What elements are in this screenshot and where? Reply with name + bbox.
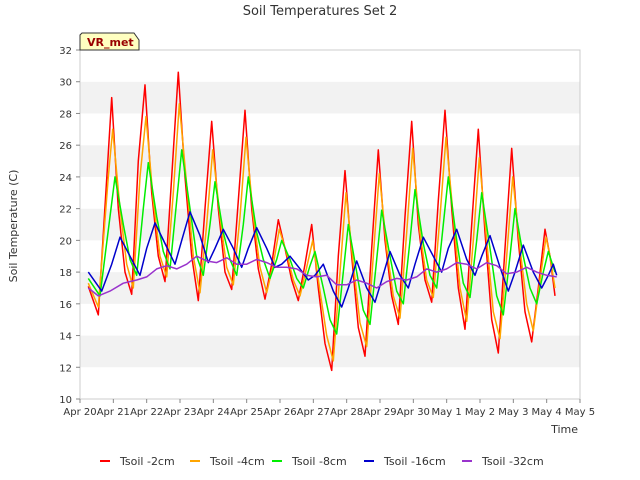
site-badge-shape <box>79 32 140 51</box>
grid-band <box>80 145 580 177</box>
x-axis-label: Time <box>550 423 578 436</box>
legend-label: Tsoil -16cm <box>383 455 446 468</box>
y-tick-label: 26 <box>59 141 72 152</box>
x-tick-label: Apr 25 <box>230 407 263 418</box>
y-axis-label: Soil Temperature (C) <box>7 170 20 283</box>
x-tick-label: Apr 27 <box>297 407 330 418</box>
x-tick-label: Apr 22 <box>130 407 163 418</box>
y-tick-label: 12 <box>59 363 72 374</box>
grid-band <box>80 113 580 146</box>
y-axis: 10 12 14 16 18 20 22 24 26 28 30 32 <box>59 46 80 406</box>
x-tick-label: Apr 29 <box>363 407 396 418</box>
x-tick-label: May 4 <box>532 407 562 418</box>
plot-area <box>79 49 581 400</box>
y-tick-label: 28 <box>59 109 72 120</box>
chart-title: Soil Temperatures Set 2 <box>243 4 398 19</box>
site-badge-text: VR_met <box>87 36 134 49</box>
series-line-3 <box>87 149 556 335</box>
y-tick-label: 20 <box>59 236 72 247</box>
series-line-4 <box>87 211 558 308</box>
grid-band <box>80 50 580 82</box>
grid-band <box>80 176 580 209</box>
x-tick-label: Apr 24 <box>197 407 230 418</box>
x-tick-label: Apr 21 <box>97 407 130 418</box>
x-tick-label: May 3 <box>498 407 528 418</box>
legend: Tsoil -2cm Tsoil -4cm Tsoil -8cm Tsoil -16c… <box>100 455 544 468</box>
series-line-5 <box>87 255 557 297</box>
legend-label: Tsoil -4cm <box>209 455 265 468</box>
series-lines <box>87 71 558 372</box>
series-line-2 <box>87 103 556 362</box>
y-tick-label: 24 <box>59 173 72 184</box>
legend-label: Tsoil -32cm <box>481 455 544 468</box>
legend-label: Tsoil -8cm <box>291 455 347 468</box>
x-tick-label: May 2 <box>465 407 495 418</box>
grid-band <box>80 81 580 114</box>
y-tick-label: 16 <box>59 300 72 311</box>
x-tick-label: Apr 28 <box>330 407 363 418</box>
y-tick-label: 30 <box>59 78 72 89</box>
y-tick-label: 32 <box>59 46 72 57</box>
x-tick-label: Apr 20 <box>63 407 96 418</box>
legend-label: Tsoil -2cm <box>119 455 175 468</box>
y-tick-label: 18 <box>59 268 72 279</box>
y-tick-label: 10 <box>59 395 72 406</box>
x-tick-label: Apr 23 <box>163 407 196 418</box>
x-tick-label: May 1 <box>432 407 462 418</box>
grid-band <box>80 367 580 399</box>
x-tick-label: Apr 26 <box>263 407 296 418</box>
x-axis: Apr 20 Apr 21 Apr 22 Apr 23 Apr 24 Apr 25 Apr … <box>63 399 595 418</box>
grid-band <box>80 208 580 241</box>
site-badge: VR_met <box>79 32 140 51</box>
x-tick-label: May 5 <box>565 407 595 418</box>
y-tick-label: 22 <box>59 205 72 216</box>
x-tick-label: Apr 30 <box>397 407 430 418</box>
y-tick-label: 14 <box>59 332 72 343</box>
